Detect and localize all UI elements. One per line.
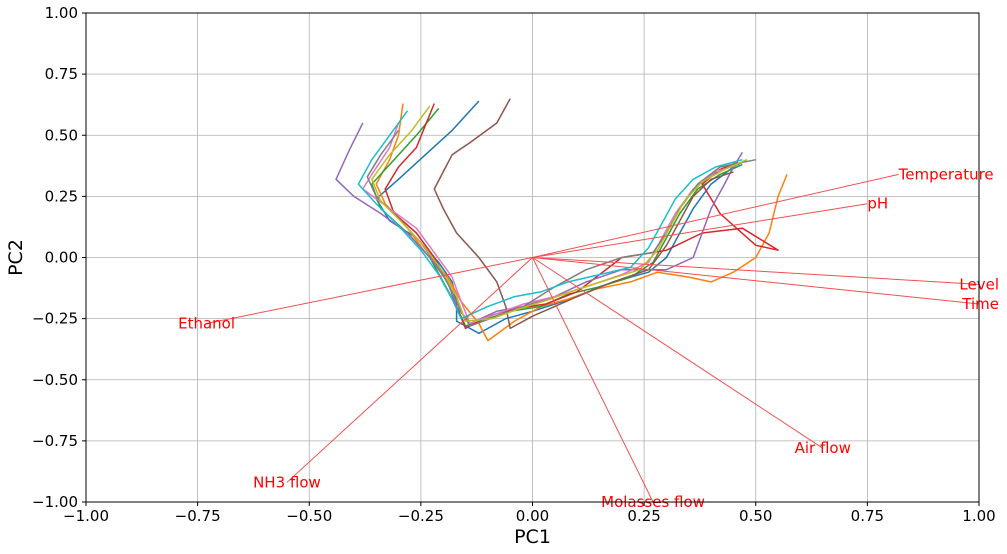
series-layer xyxy=(335,98,788,342)
x-tick-label: −0.25 xyxy=(398,507,444,525)
loading-vector-molasses-flow xyxy=(532,257,654,503)
series-line-2 xyxy=(375,103,788,342)
series-line-6 xyxy=(433,98,734,330)
x-tick-label: −0.50 xyxy=(286,507,332,525)
x-tick-label: −0.75 xyxy=(175,507,221,525)
loading-label-ph: pH xyxy=(867,195,888,213)
tick-layer: −1.00 −0.75 −0.50 −0.25 0.00 0.25 0.50 0.75 1.00… xyxy=(32,4,996,525)
series-line-10 xyxy=(357,110,743,320)
x-tick-label: 0.25 xyxy=(627,507,660,525)
y-tick-label: 0.75 xyxy=(45,65,78,83)
loading-vector-ethanol xyxy=(206,257,533,325)
y-tick-label: 0.25 xyxy=(45,187,78,205)
series-line-7 xyxy=(362,122,739,325)
loading-label-temperature: Temperature xyxy=(898,165,994,183)
y-tick-label: −0.75 xyxy=(32,432,78,450)
loading-label-nh3-flow: NH3 flow xyxy=(253,473,321,491)
loading-vector-time xyxy=(532,257,980,305)
x-tick-label: −1.00 xyxy=(63,507,109,525)
x-tick-label: 0.50 xyxy=(739,507,772,525)
series-line-9 xyxy=(371,105,748,322)
loading-vector-air-flow xyxy=(532,257,823,449)
loading-vector-temperature xyxy=(532,173,899,258)
y-tick-label: 1.00 xyxy=(45,4,78,22)
y-tick-label: 0.50 xyxy=(45,126,78,144)
series-line-3 xyxy=(371,107,743,327)
loading-label-air-flow: Air flow xyxy=(795,439,851,457)
y-tick-label: −0.25 xyxy=(32,310,78,328)
loading-vector-nh3-flow xyxy=(286,257,533,483)
x-tick-label: 1.00 xyxy=(962,507,995,525)
x-tick-label: 0.75 xyxy=(851,507,884,525)
loading-label-ethanol: Ethanol xyxy=(178,315,235,333)
y-axis-title: PC2 xyxy=(5,239,27,276)
loading-label-time: Time xyxy=(961,295,999,313)
y-tick-label: −0.50 xyxy=(32,371,78,389)
loading-vector-ph xyxy=(532,203,868,258)
x-tick-label: 0.00 xyxy=(516,507,549,525)
x-axis-title: PC1 xyxy=(514,526,551,548)
y-tick-label: −1.00 xyxy=(32,493,78,511)
y-tick-label: 0.00 xyxy=(45,249,78,267)
loading-vector-level xyxy=(532,257,980,285)
